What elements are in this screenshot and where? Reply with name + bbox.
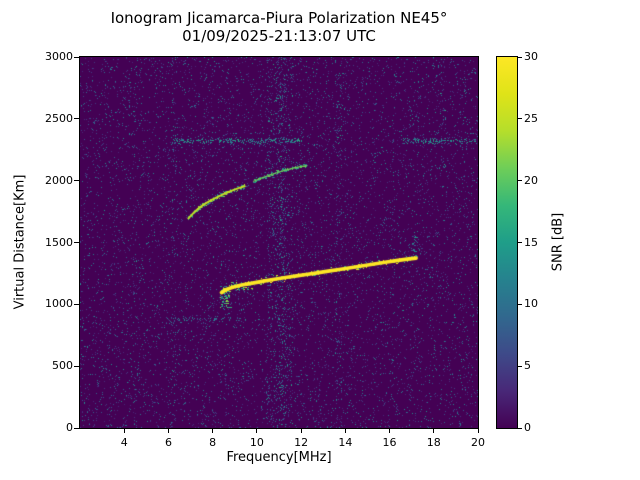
x-axis-label: Frequency[MHz]: [226, 450, 332, 465]
y-tick-mark: [74, 118, 79, 120]
x-tick-mark: [300, 429, 302, 433]
x-tick-label: 6: [164, 436, 172, 449]
x-tick-label: 16: [382, 436, 397, 449]
y-tick-label: 1500: [45, 235, 73, 249]
colorbar: [496, 56, 518, 429]
colorbar-gradient: [497, 57, 517, 428]
colorbar-tick-mark: [518, 427, 522, 429]
x-tick-label: 20: [471, 436, 485, 449]
y-tick-label: 2000: [45, 173, 73, 187]
y-tick-label: 1000: [45, 297, 73, 311]
y-tick-mark: [74, 365, 79, 367]
ionogram-canvas: [80, 57, 478, 428]
y-tick-mark: [74, 180, 79, 182]
colorbar-label: SNR [dB]: [550, 212, 566, 272]
x-tick-mark: [123, 429, 125, 433]
colorbar-tick-mark: [518, 180, 522, 182]
colorbar-tick-mark: [518, 118, 522, 120]
colorbar-tick-mark: [518, 56, 522, 58]
colorbar-tick-label: 20: [524, 173, 538, 187]
x-tick-label: 10: [249, 436, 264, 449]
colorbar-tick-label: 15: [524, 235, 538, 249]
x-tick-mark: [433, 429, 435, 433]
x-tick-label: 12: [294, 436, 309, 449]
x-tick-mark: [167, 429, 169, 433]
y-tick-label: 2500: [45, 111, 73, 125]
colorbar-tick-mark: [518, 365, 522, 367]
colorbar-tick-label: 0: [524, 421, 531, 434]
colorbar-tick-label: 25: [524, 111, 538, 125]
x-tick-label: 8: [209, 436, 217, 449]
colorbar-tick-mark: [518, 242, 522, 243]
y-tick-mark: [74, 427, 79, 429]
colorbar-tick-label: 5: [524, 359, 531, 373]
colorbar-tick-label: 30: [524, 50, 538, 63]
x-tick-mark: [389, 429, 391, 433]
x-tick-label: 14: [338, 436, 353, 449]
x-tick-mark: [344, 429, 346, 433]
y-tick-label: 3000: [45, 50, 73, 63]
x-tick-mark: [212, 429, 214, 433]
y-axis-label: Virtual Distance[Km]: [12, 174, 28, 310]
y-tick-mark: [74, 303, 79, 305]
chart-title: Ionogram Jicamarca-Piura Polarization NE…: [110, 9, 448, 27]
colorbar-tick-label: 10: [524, 297, 538, 311]
x-tick-mark: [477, 429, 479, 433]
x-tick-label: 18: [426, 436, 441, 449]
y-tick-mark: [74, 242, 79, 243]
x-tick-mark: [256, 429, 258, 433]
y-tick-label: 0: [66, 421, 73, 434]
plot-area: [79, 56, 479, 429]
y-tick-mark: [74, 56, 79, 58]
y-tick-label: 500: [52, 359, 73, 373]
x-tick-label: 4: [120, 436, 128, 449]
chart-subtitle: 01/09/2025-21:13:07 UTC: [182, 27, 376, 45]
colorbar-tick-mark: [518, 303, 522, 305]
